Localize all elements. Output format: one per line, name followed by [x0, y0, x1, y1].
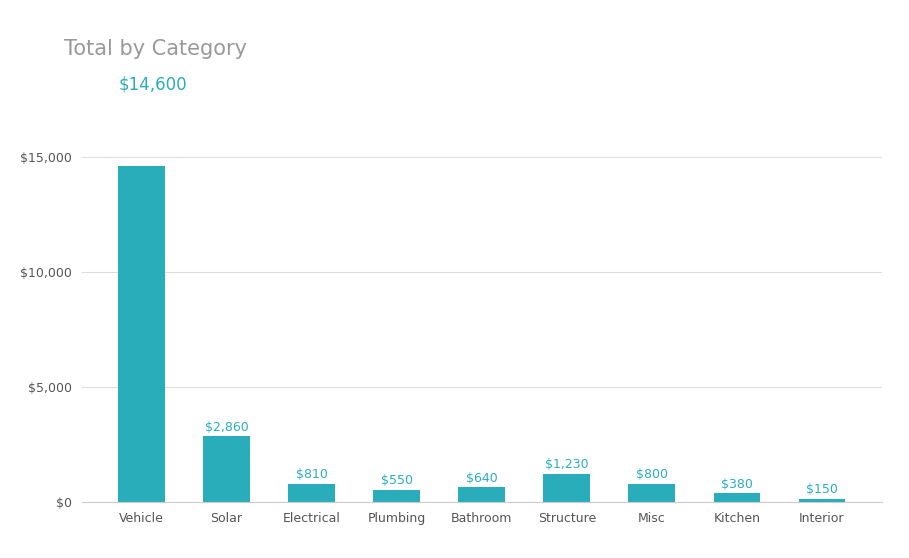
Text: $1,230: $1,230: [545, 458, 589, 471]
Bar: [714, 493, 760, 502]
Text: Total by Category: Total by Category: [64, 39, 246, 59]
Bar: [204, 436, 250, 502]
Bar: [799, 499, 845, 502]
Text: $640: $640: [466, 472, 497, 485]
Text: $14,600: $14,600: [118, 75, 186, 93]
Text: $150: $150: [806, 483, 838, 496]
Text: $380: $380: [721, 478, 753, 490]
Bar: [288, 484, 335, 502]
Bar: [628, 484, 675, 502]
Text: $800: $800: [636, 468, 668, 481]
Bar: [544, 474, 590, 502]
Text: $810: $810: [295, 468, 327, 481]
Bar: [374, 489, 420, 502]
Text: $550: $550: [381, 474, 413, 487]
Bar: [458, 488, 505, 502]
Text: $2,860: $2,860: [205, 421, 248, 434]
Bar: [118, 166, 165, 502]
